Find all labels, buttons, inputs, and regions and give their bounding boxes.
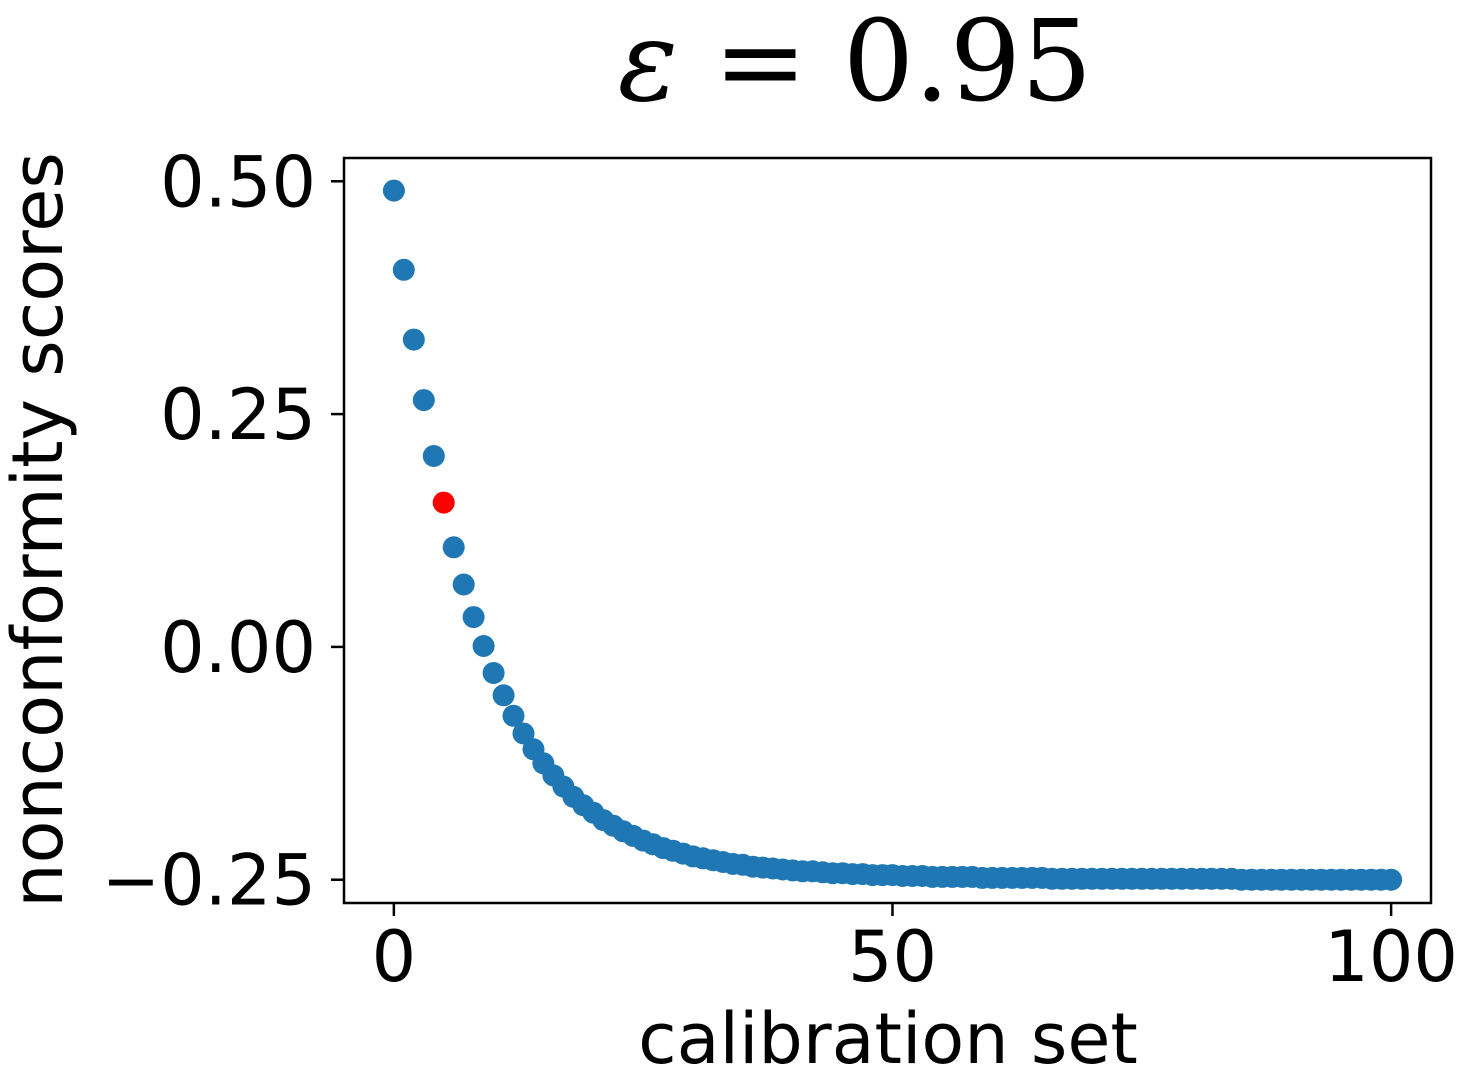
- data-point: [472, 635, 495, 657]
- y-tick-label: −0.25: [101, 840, 316, 922]
- data-point: [482, 662, 505, 684]
- axis-ticks: 0 50 100 0.50 0.25 0.00 −0.25: [101, 141, 1457, 998]
- plot-frame: [342, 156, 1433, 905]
- data-point: [462, 606, 485, 629]
- x-tick-label: 50: [848, 916, 937, 998]
- x-tick-label: 0: [372, 916, 417, 998]
- y-axis-label: nonconformity scores: [0, 152, 79, 908]
- chart-title: ε = 0.95: [618, 0, 1093, 127]
- data-point: [1380, 868, 1403, 891]
- data-point: [402, 328, 425, 351]
- x-tick-label: 100: [1324, 916, 1458, 998]
- data-point: [492, 684, 515, 707]
- y-tick-label: 0.25: [160, 374, 316, 456]
- data-point: [422, 445, 445, 467]
- data-point: [452, 573, 475, 596]
- data-point: [412, 389, 435, 412]
- x-axis-label: calibration set: [638, 998, 1138, 1080]
- highlight-point: [432, 491, 455, 514]
- data-point: [382, 179, 405, 202]
- y-tick-label: 0.00: [160, 607, 316, 689]
- data-point: [512, 722, 535, 745]
- data-points: [382, 179, 1403, 891]
- data-point: [392, 258, 415, 281]
- y-tick-label: 0.50: [160, 141, 316, 223]
- data-point: [502, 704, 525, 727]
- data-point: [442, 536, 465, 559]
